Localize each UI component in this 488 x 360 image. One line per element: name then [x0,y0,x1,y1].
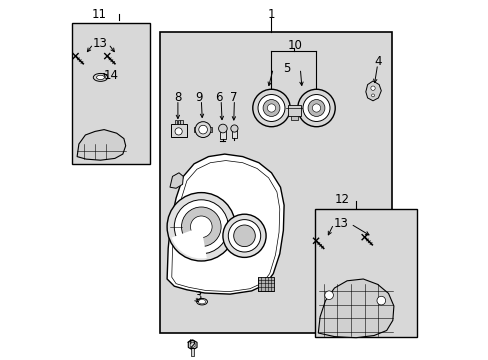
Text: 7: 7 [229,91,237,104]
Circle shape [324,291,333,300]
Circle shape [181,207,221,247]
Text: 9: 9 [195,91,203,104]
Text: 10: 10 [287,39,302,51]
Text: 11: 11 [91,8,106,21]
Ellipse shape [93,73,107,81]
Bar [220,129,225,139]
Text: 13: 13 [93,37,108,50]
Circle shape [223,214,265,257]
Circle shape [228,220,260,252]
Circle shape [175,128,182,135]
Polygon shape [167,154,284,294]
Text: 5: 5 [283,62,290,75]
Text: 3: 3 [194,291,201,303]
Text: 2: 2 [188,339,196,352]
Bar [194,127,212,132]
Bar [290,116,297,120]
Ellipse shape [198,300,205,304]
Circle shape [376,296,385,305]
Polygon shape [170,173,183,188]
Bar [180,120,182,124]
Bar [160,32,391,333]
Text: 14: 14 [103,69,119,82]
Circle shape [174,200,228,254]
Circle shape [297,89,335,127]
Text: 13: 13 [333,217,348,230]
Circle shape [190,216,212,238]
Polygon shape [318,279,393,338]
Text: 8: 8 [174,91,181,104]
Circle shape [267,104,275,112]
Bar [314,209,416,337]
Bar [170,124,186,137]
Ellipse shape [96,75,104,80]
Bar [232,129,236,138]
Bar [191,348,194,356]
Wedge shape [171,227,206,258]
Bar [177,120,179,124]
Polygon shape [365,81,381,101]
Bar [287,105,300,116]
Circle shape [252,89,289,127]
Text: 12: 12 [334,193,349,206]
Bar [72,23,149,164]
Text: 1: 1 [267,8,275,21]
Circle shape [218,124,227,133]
Circle shape [303,95,329,121]
Circle shape [195,122,211,138]
Bar [258,277,274,291]
Bar [174,120,177,124]
Circle shape [312,104,320,112]
Polygon shape [188,340,197,350]
Circle shape [230,125,238,132]
Ellipse shape [196,298,207,305]
Circle shape [167,193,235,261]
Circle shape [233,225,255,247]
Circle shape [258,95,285,121]
Circle shape [370,86,374,90]
Circle shape [307,100,324,116]
Circle shape [263,100,279,116]
Polygon shape [77,130,125,160]
Text: 4: 4 [373,55,381,68]
Circle shape [371,94,374,97]
Circle shape [199,125,207,134]
Text: 6: 6 [215,91,223,104]
